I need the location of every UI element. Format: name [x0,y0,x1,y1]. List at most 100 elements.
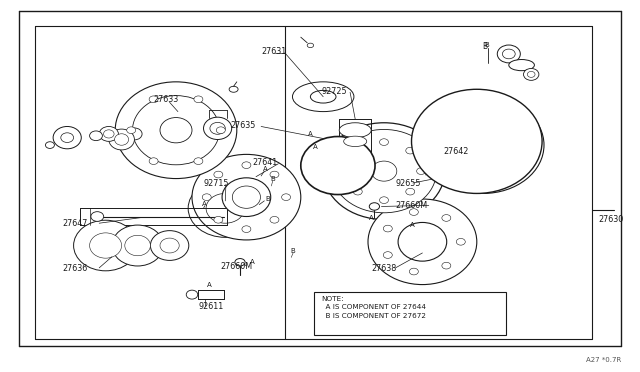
Ellipse shape [422,97,544,193]
Text: 27641: 27641 [253,158,278,167]
Ellipse shape [145,106,207,154]
Ellipse shape [509,60,534,71]
Text: A: A [369,215,374,221]
Ellipse shape [353,147,362,154]
Text: A: A [250,259,254,265]
Ellipse shape [301,137,375,195]
Ellipse shape [242,162,251,169]
Ellipse shape [235,259,245,266]
Text: B: B [484,42,489,48]
Ellipse shape [132,96,220,165]
Ellipse shape [232,186,260,208]
Ellipse shape [344,136,367,147]
Ellipse shape [368,199,477,285]
Ellipse shape [310,90,336,103]
Text: A: A [410,222,415,228]
Ellipse shape [194,158,203,164]
Text: 27642: 27642 [444,147,469,156]
Text: A: A [207,282,212,288]
Text: 27636: 27636 [62,264,87,273]
Ellipse shape [380,139,388,145]
Ellipse shape [160,238,179,253]
Text: B: B [291,248,296,254]
Ellipse shape [522,141,532,149]
Ellipse shape [53,126,81,149]
Text: 27630: 27630 [598,215,623,224]
Ellipse shape [509,166,519,174]
Ellipse shape [270,217,279,223]
Ellipse shape [406,147,415,154]
Ellipse shape [109,129,134,150]
Ellipse shape [206,193,244,223]
Ellipse shape [435,141,445,149]
Text: A27 *0.7R: A27 *0.7R [586,357,621,363]
Ellipse shape [383,225,392,232]
Ellipse shape [417,168,426,174]
Ellipse shape [454,122,512,168]
Text: 92715: 92715 [204,179,229,187]
Ellipse shape [467,132,499,158]
Ellipse shape [125,235,150,256]
Text: 27638: 27638 [371,264,396,273]
Ellipse shape [383,252,392,259]
Ellipse shape [91,212,104,221]
Ellipse shape [194,96,203,103]
Ellipse shape [497,45,520,63]
Ellipse shape [99,126,118,141]
Ellipse shape [188,179,262,237]
Ellipse shape [342,168,351,174]
Ellipse shape [307,43,314,48]
Ellipse shape [353,188,362,195]
Text: 27633: 27633 [154,95,179,104]
Ellipse shape [442,262,451,269]
Text: A: A [263,166,268,172]
Text: 27660M: 27660M [221,262,253,271]
Ellipse shape [202,194,211,201]
Text: A: A [202,201,207,207]
Ellipse shape [447,166,458,174]
Ellipse shape [45,142,54,148]
Ellipse shape [127,127,136,134]
Text: 92611: 92611 [198,302,223,311]
FancyBboxPatch shape [314,292,506,335]
Ellipse shape [478,177,488,184]
Text: 27660M: 27660M [396,201,428,210]
Ellipse shape [270,171,279,178]
Ellipse shape [204,117,232,140]
Ellipse shape [186,290,198,299]
Ellipse shape [524,68,539,80]
Ellipse shape [442,215,451,221]
Ellipse shape [292,82,354,112]
Text: 27647: 27647 [62,219,88,228]
Ellipse shape [410,268,419,275]
Ellipse shape [410,209,419,215]
Ellipse shape [90,233,122,258]
Ellipse shape [216,127,225,134]
Ellipse shape [61,133,74,142]
Ellipse shape [447,116,458,124]
Text: 27631: 27631 [261,47,286,56]
Ellipse shape [149,158,158,164]
Ellipse shape [527,71,535,77]
Ellipse shape [369,203,380,210]
Ellipse shape [222,178,271,217]
Ellipse shape [339,123,371,138]
Ellipse shape [332,129,436,213]
Ellipse shape [282,194,291,201]
Text: A: A [313,144,318,150]
Ellipse shape [150,231,189,260]
Ellipse shape [229,86,238,92]
Ellipse shape [214,171,223,178]
Ellipse shape [456,238,465,245]
Ellipse shape [115,134,129,145]
Text: 92725: 92725 [321,87,347,96]
Text: 92655: 92655 [396,179,421,187]
Ellipse shape [371,161,397,181]
Ellipse shape [323,123,445,219]
Text: A: A [308,131,313,137]
Ellipse shape [242,226,251,232]
Ellipse shape [115,82,237,179]
Ellipse shape [214,217,223,223]
Ellipse shape [112,225,163,266]
Text: B: B [483,42,488,51]
